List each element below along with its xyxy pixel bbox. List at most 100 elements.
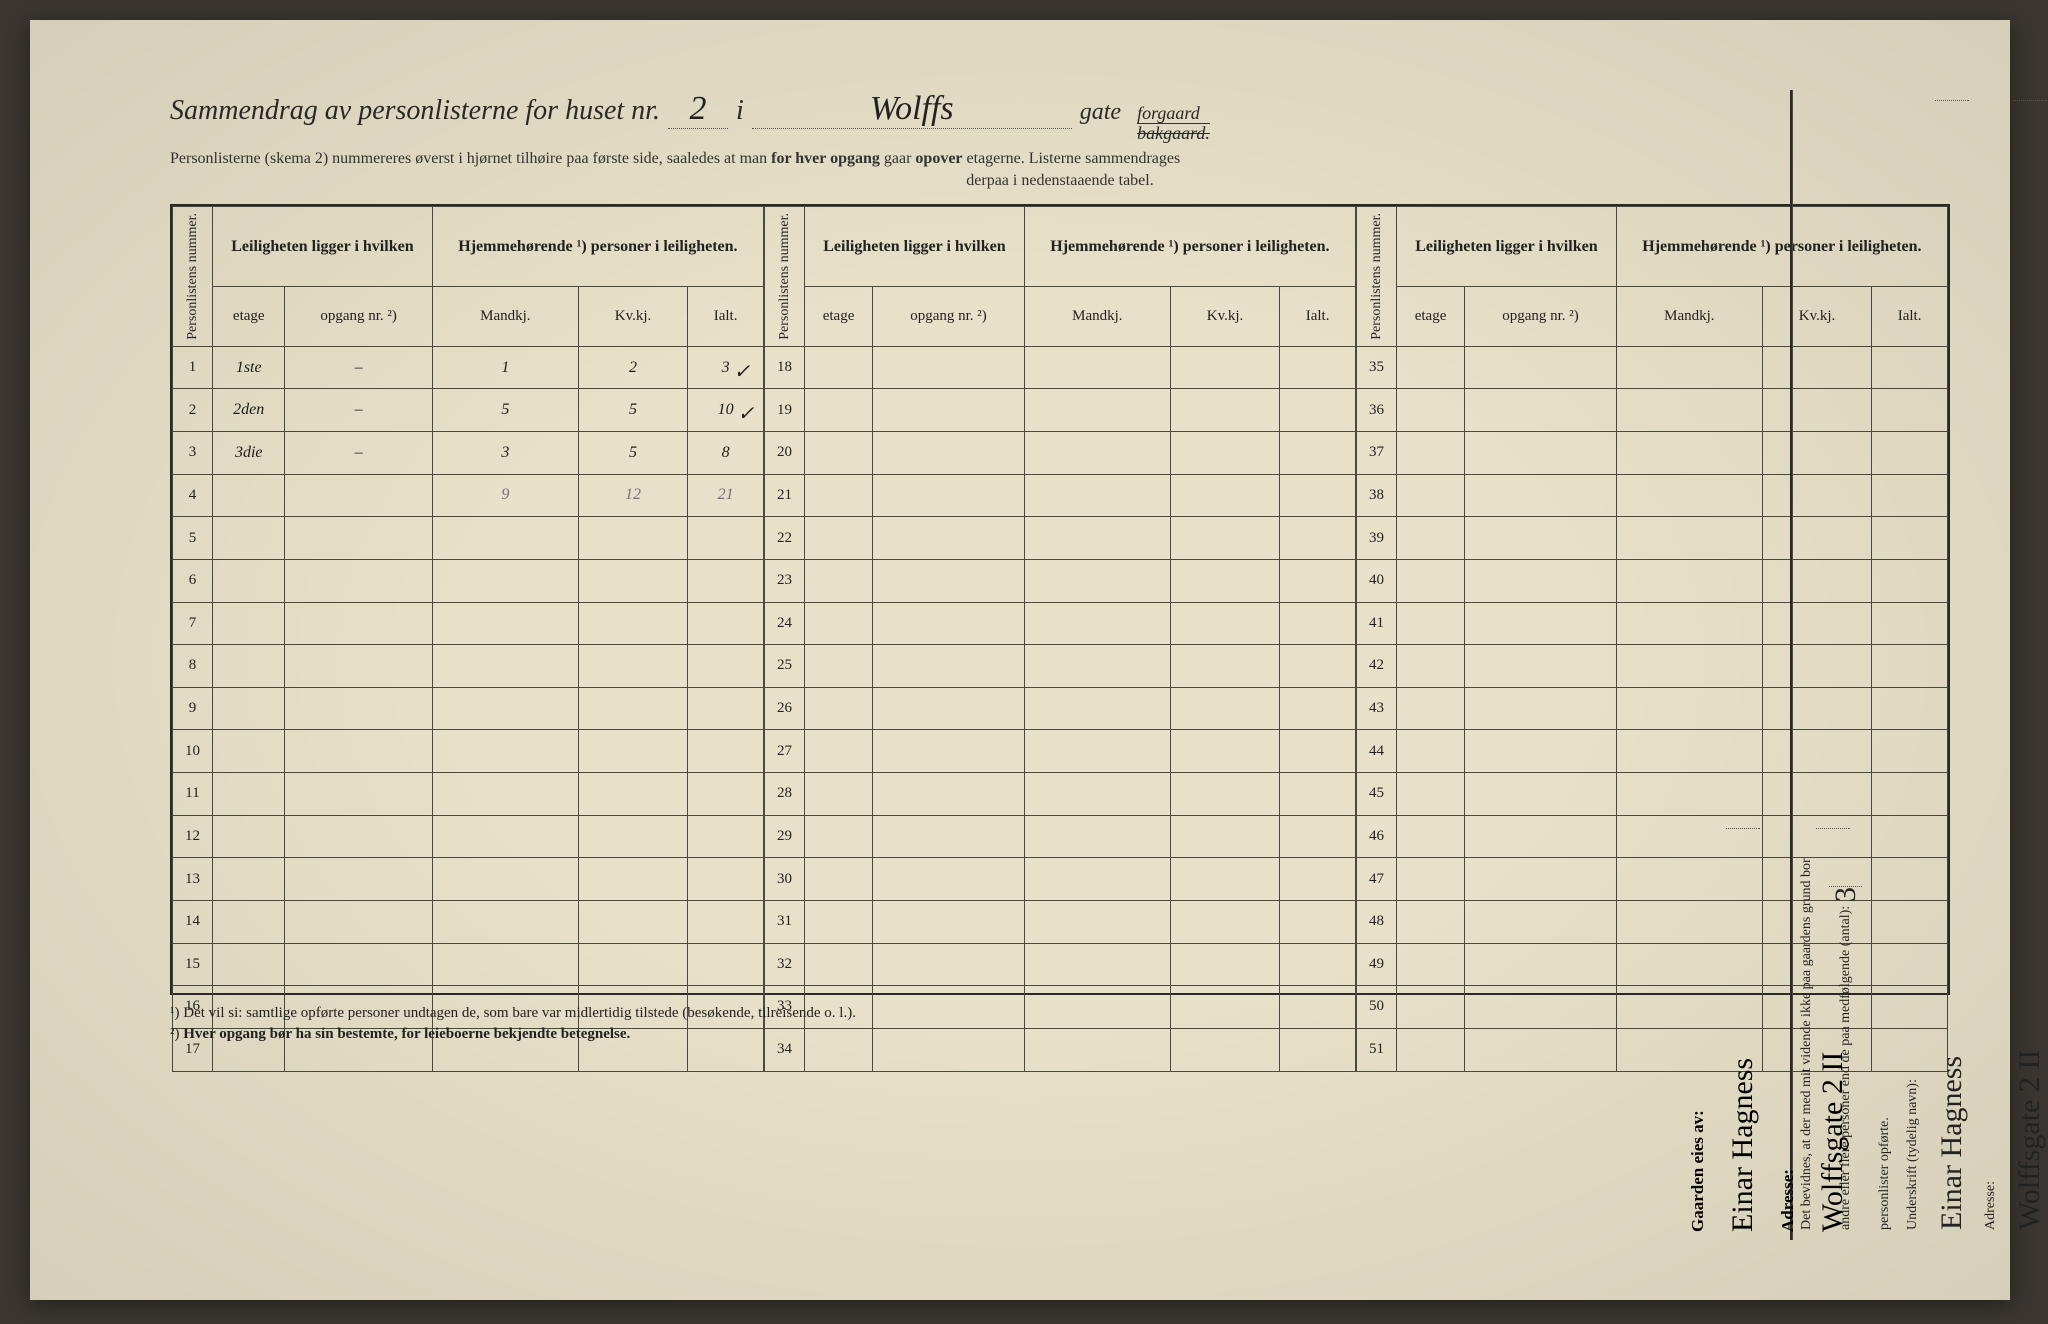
cell-mandkj [1024,602,1170,645]
bakgaard-text: bakgaard. [1137,124,1210,142]
cell-kvkj [1170,687,1279,730]
cell-mandkj [1616,432,1762,475]
cell-kvkj [1170,815,1279,858]
cell-etage [213,815,285,858]
cell-ialt [1280,943,1356,986]
cell-kvkj [578,559,687,602]
cell-mandkj [1024,730,1170,773]
cell-kvkj [578,773,687,816]
cell-kvkj: 5 [578,389,687,432]
cell-etage [1397,602,1465,645]
table-row: 19 [765,389,1356,432]
table-row: 7 [173,602,764,645]
table-row: 28 [765,773,1356,816]
row-number: 24 [765,602,805,645]
cell-kvkj [1170,943,1279,986]
cell-mandkj [1024,773,1170,816]
cell-opgang [873,1028,1025,1071]
cell-etage [213,730,285,773]
cell-opgang [285,773,432,816]
cell-etage: 1ste [213,346,285,389]
row-number: 8 [173,645,213,688]
row-number: 12 [173,815,213,858]
table-row: 11ste–123 [173,346,764,389]
cell-etage [1397,687,1465,730]
cell-etage [213,773,285,816]
cell-kvkj [578,900,687,943]
cell-mandkj [1616,645,1762,688]
cell-ialt [1280,730,1356,773]
cell-etage [805,346,873,389]
cell-kvkj [1170,730,1279,773]
cell-opgang [873,602,1025,645]
cell-ialt [688,730,764,773]
cell-etage [213,687,285,730]
table-block-1: Personlistens nummer. Leiligheten ligger… [172,206,764,1072]
cell-mandkj [432,900,578,943]
cell-etage [1397,900,1465,943]
cell-opgang [1465,517,1617,560]
cell-etage [1397,389,1465,432]
cell-ialt [1280,517,1356,560]
cell-opgang [1465,1028,1617,1071]
cell-etage [805,432,873,475]
table-row: 12 [173,815,764,858]
row-number: 38 [1357,474,1397,517]
cell-mandkj [432,687,578,730]
row-number: 27 [765,730,805,773]
subtitle-2: derpaa i nedenstaaende tabel. [170,172,1950,190]
col-personlistens: Personlistens nummer. [173,207,213,347]
cell-opgang [873,474,1025,517]
row-number: 43 [1357,687,1397,730]
cell-kvkj [578,943,687,986]
cell-opgang [1465,858,1617,901]
cell-kvkj [1170,602,1279,645]
cell-ialt [688,943,764,986]
row-number: 49 [1357,943,1397,986]
cell-opgang [873,730,1025,773]
cell-etage [805,730,873,773]
cell-mandkj [1024,687,1170,730]
cell-opgang [285,687,432,730]
cell-mandkj [1616,602,1762,645]
cell-opgang [1465,815,1617,858]
row-number: 25 [765,645,805,688]
row-number: 18 [765,346,805,389]
table-row: 9 [173,687,764,730]
cell-etage [1397,645,1465,688]
cell-opgang [1465,773,1617,816]
cell-kvkj [1170,773,1279,816]
row-number: 34 [765,1028,805,1071]
table-row: 29 [765,815,1356,858]
cell-etage [805,1028,873,1071]
cell-mandkj [1024,559,1170,602]
cell-ialt [1280,900,1356,943]
cell-opgang: – [285,432,432,475]
cell-kvkj: 5 [578,432,687,475]
cell-mandkj: 9 [432,474,578,517]
cell-etage [1397,730,1465,773]
cell-mandkj [432,773,578,816]
cell-etage [213,900,285,943]
cell-mandkj [1616,474,1762,517]
owner-label: Gaarden eies av: [1688,828,1708,1232]
cell-ialt [1280,858,1356,901]
row-number: 15 [173,943,213,986]
cell-mandkj [1616,687,1762,730]
cell-mandkj [1024,474,1170,517]
row-number: 20 [765,432,805,475]
cell-opgang [285,815,432,858]
col-opgang: opgang nr. ²) [285,287,432,347]
cell-opgang [873,346,1025,389]
col-kvkj: Kv.kj. [578,287,687,347]
cell-opgang [873,815,1025,858]
cell-opgang [1465,943,1617,986]
row-number: 48 [1357,900,1397,943]
cell-mandkj [1024,986,1170,1029]
cell-mandkj [1616,389,1762,432]
row-number: 35 [1357,346,1397,389]
cell-mandkj [1024,815,1170,858]
cell-mandkj [1616,346,1762,389]
row-number: 6 [173,559,213,602]
cell-opgang [873,943,1025,986]
